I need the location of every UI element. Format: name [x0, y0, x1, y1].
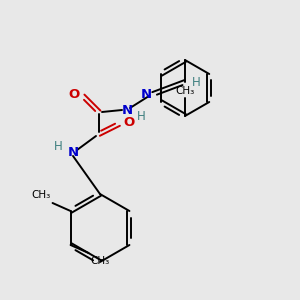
- Text: N: N: [68, 146, 79, 158]
- Text: CH₃: CH₃: [31, 190, 51, 200]
- Text: O: O: [69, 88, 80, 101]
- Text: H: H: [54, 140, 63, 154]
- Text: N: N: [122, 103, 133, 116]
- Text: N: N: [141, 88, 152, 100]
- Text: H: H: [137, 110, 146, 124]
- Text: CH₃: CH₃: [176, 86, 195, 96]
- Text: H: H: [192, 76, 201, 89]
- Text: O: O: [123, 116, 134, 130]
- Text: CH₃: CH₃: [91, 256, 110, 266]
